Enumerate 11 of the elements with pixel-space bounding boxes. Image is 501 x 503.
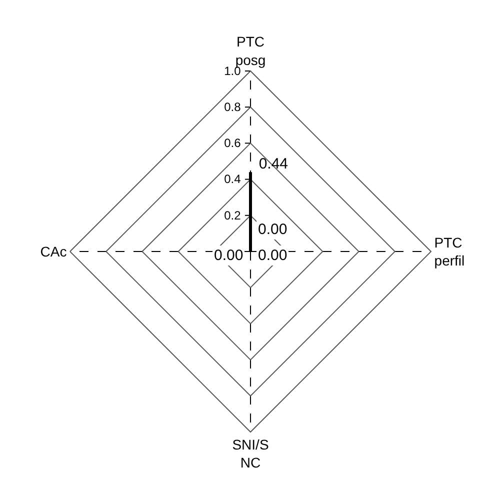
spoke-label: SNI/S NC	[232, 436, 269, 470]
y-tick-label: 0.8	[224, 100, 242, 114]
spoke-label: CAc	[40, 243, 67, 260]
spoke-label: PTC posg	[235, 34, 266, 68]
data-label: 0.00	[258, 247, 288, 264]
spoke-label: PTC perfil	[434, 234, 465, 268]
data-label: 0.00	[214, 247, 244, 264]
y-tick-label: 0.4	[224, 172, 242, 186]
y-tick-label: 0.2	[224, 208, 242, 222]
data-label: 0.00	[258, 221, 288, 238]
y-tick-label: 0.6	[224, 136, 242, 150]
